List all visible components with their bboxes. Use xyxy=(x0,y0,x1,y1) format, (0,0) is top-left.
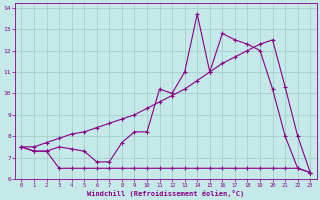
X-axis label: Windchill (Refroidissement éolien,°C): Windchill (Refroidissement éolien,°C) xyxy=(87,190,244,197)
